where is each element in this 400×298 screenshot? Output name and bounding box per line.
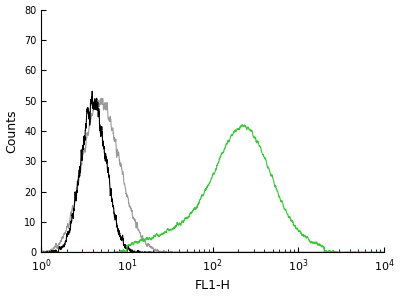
Y-axis label: Counts: Counts [6,109,18,153]
X-axis label: FL1-H: FL1-H [195,280,231,292]
